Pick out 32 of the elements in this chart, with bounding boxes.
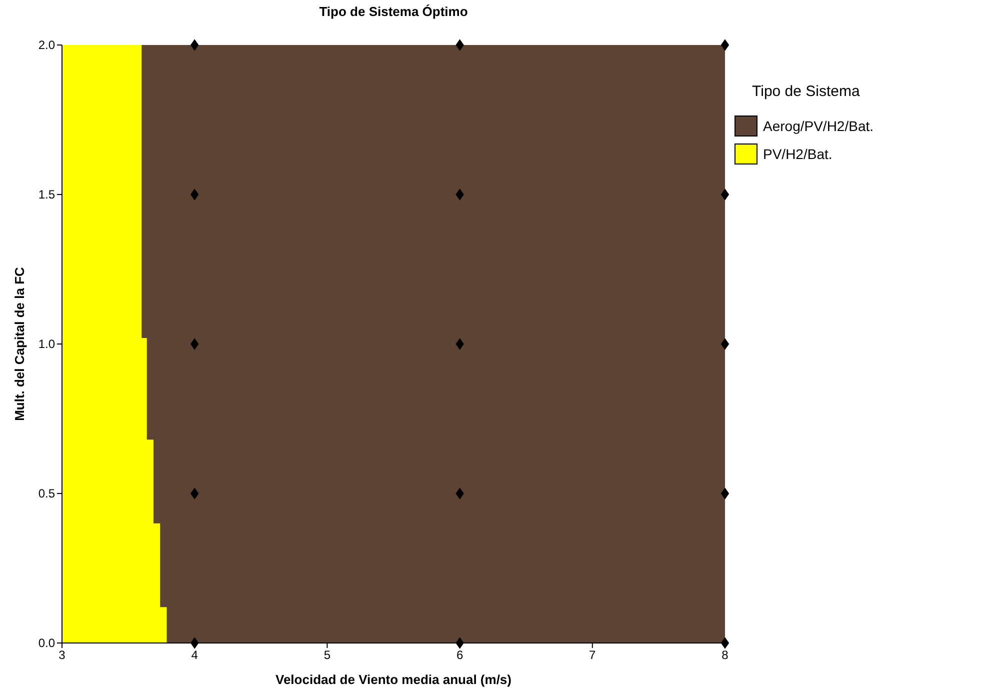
x-tick-label: 3 xyxy=(58,648,66,662)
point xyxy=(190,338,199,350)
point xyxy=(721,338,729,350)
x-tick-label: 7 xyxy=(589,648,596,662)
point xyxy=(190,488,199,499)
x-tick-label: 8 xyxy=(722,648,729,662)
legend-label: PV/H2/Bat. xyxy=(763,146,832,162)
y-tick-label: 2.0 xyxy=(38,38,56,52)
y-tick-label: 1.5 xyxy=(38,188,56,202)
point xyxy=(456,40,464,50)
legend-title: Tipo de Sistema xyxy=(752,83,860,100)
point xyxy=(456,638,464,648)
point xyxy=(721,638,729,648)
chart-title: Tipo de Sistema Óptimo xyxy=(319,4,468,19)
y-tick-label: 1.0 xyxy=(38,337,56,351)
point xyxy=(190,189,199,200)
point xyxy=(721,488,729,499)
point xyxy=(456,488,464,499)
y-tick-label: 0.5 xyxy=(38,486,56,500)
point xyxy=(721,189,729,200)
y-axis-title: Mult. del Capital de la FC xyxy=(12,266,27,421)
x-tick-label: 5 xyxy=(324,648,331,662)
point xyxy=(721,40,729,50)
point xyxy=(190,40,199,50)
x-tick-label: 4 xyxy=(191,648,198,662)
text: Aerog/PV/H2/Bat. xyxy=(763,118,874,134)
point xyxy=(456,189,464,200)
y-tick-label: 0.0 xyxy=(38,636,56,650)
point xyxy=(456,338,464,350)
point xyxy=(190,638,199,648)
x-tick-label: 6 xyxy=(456,648,464,662)
x-axis-title: Velocidad de Viento media anual (m/s) xyxy=(276,672,512,687)
